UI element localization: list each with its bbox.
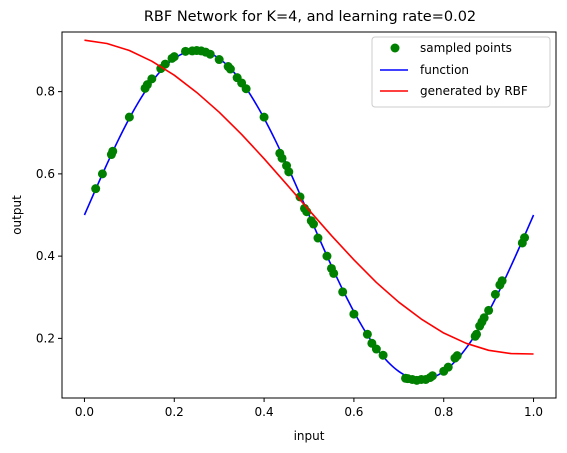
sampled-point — [371, 344, 381, 354]
sampled-point — [169, 52, 179, 62]
sampled-point — [443, 362, 453, 372]
sampled-point — [225, 64, 235, 74]
sampled-point — [241, 84, 251, 94]
y-axis-label: output — [10, 195, 24, 235]
sampled-point — [205, 49, 215, 59]
y-tick-label: 0.8 — [36, 85, 55, 99]
x-tick-label: 0.0 — [75, 405, 94, 419]
sampled-point — [181, 46, 190, 56]
x-tick-label: 0.2 — [165, 405, 184, 419]
sampled-point — [284, 167, 294, 177]
sampled-point — [452, 351, 462, 361]
legend-marker-sampled-points — [390, 43, 400, 53]
sampled-point — [349, 309, 359, 319]
x-axis-label: input — [294, 429, 325, 443]
legend-label-generated-by-rbf: generated by RBF — [420, 84, 528, 98]
sampled-point — [97, 169, 107, 179]
axis-ticks: 0.0 0.2 0.4 0.6 0.8 1.0 0.2 0.4 0.6 0.8 — [36, 85, 543, 419]
sampled-point — [313, 233, 323, 243]
legend-label-function: function — [420, 63, 469, 77]
x-tick-label: 0.6 — [344, 405, 363, 419]
plot-frame — [61, 31, 557, 399]
x-tick-label: 1.0 — [524, 405, 543, 419]
sampled-point — [295, 192, 305, 202]
sampled-point — [479, 313, 489, 323]
sampled-point — [520, 233, 530, 243]
y-tick-label: 0.2 — [36, 331, 55, 345]
sampled-point — [91, 184, 101, 194]
sampled-point — [147, 74, 157, 84]
sampled-point — [497, 276, 507, 286]
y-tick-label: 0.4 — [36, 249, 55, 263]
sampled-point — [124, 112, 134, 122]
sampled-point — [308, 219, 318, 229]
legend-label-sampled-points: sampled points — [420, 41, 512, 55]
sampled-point — [472, 329, 482, 339]
sampled-point — [378, 350, 388, 360]
sampled-point — [160, 59, 170, 69]
sampled-point — [338, 287, 348, 297]
sampled-point — [214, 55, 224, 65]
series-line-generated-by-rbf — [84, 39, 534, 355]
legend: sampled points function generated by RBF — [371, 36, 551, 108]
legend-frame — [371, 36, 551, 108]
x-tick-label: 0.8 — [434, 405, 453, 419]
sampled-point — [108, 146, 118, 156]
x-tick-label: 0.4 — [255, 405, 274, 419]
plot-area — [83, 39, 535, 385]
sampled-point — [490, 289, 500, 299]
sampled-point — [277, 153, 287, 163]
sampled-point — [484, 305, 494, 315]
sampled-point — [329, 268, 339, 278]
y-tick-label: 0.6 — [36, 167, 55, 181]
sampled-point — [259, 112, 269, 122]
chart-title: RBF Network for K=4, and learning rate=0… — [144, 9, 476, 25]
sampled-point — [362, 329, 372, 339]
sampled-point — [322, 251, 332, 261]
sampled-point — [428, 371, 437, 381]
